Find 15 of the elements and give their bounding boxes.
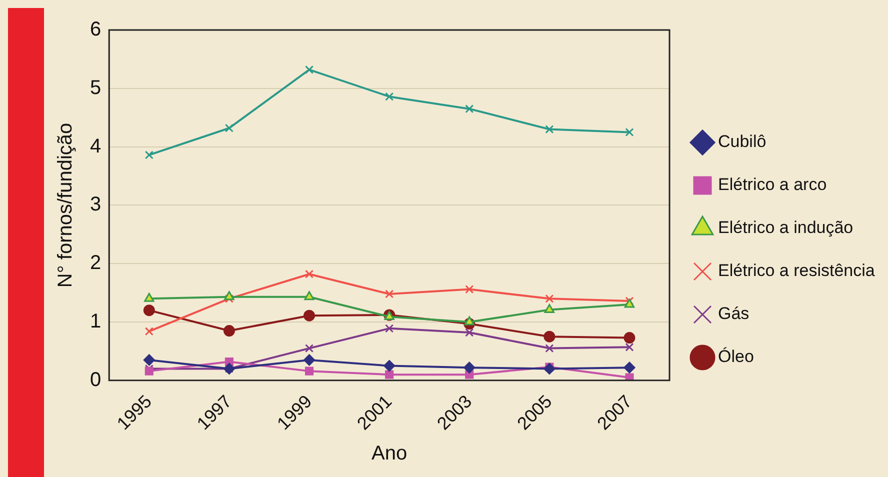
y-tick-label: 2 <box>90 252 102 274</box>
y-tick-label: 4 <box>90 135 102 158</box>
y-tick-label: 0 <box>90 368 102 391</box>
legend-label: Elétrico a resistência <box>718 261 876 280</box>
y-tick-label: 3 <box>90 194 102 216</box>
legend-label: Cubilô <box>718 132 766 152</box>
y-tick-label: 5 <box>90 76 102 99</box>
x-axis-title: Ano <box>372 442 408 465</box>
legend-label: Óleo <box>718 347 754 366</box>
y-tick-label: 1 <box>90 310 102 333</box>
legend-label: Gás <box>718 304 750 324</box>
legend-label: Elétrico a indução <box>718 218 854 238</box>
y-axis-title: N° fornos/fundição <box>54 122 77 288</box>
legend-label: Elétrico a arco <box>718 175 827 194</box>
y-tick-label: 6 <box>90 18 102 41</box>
